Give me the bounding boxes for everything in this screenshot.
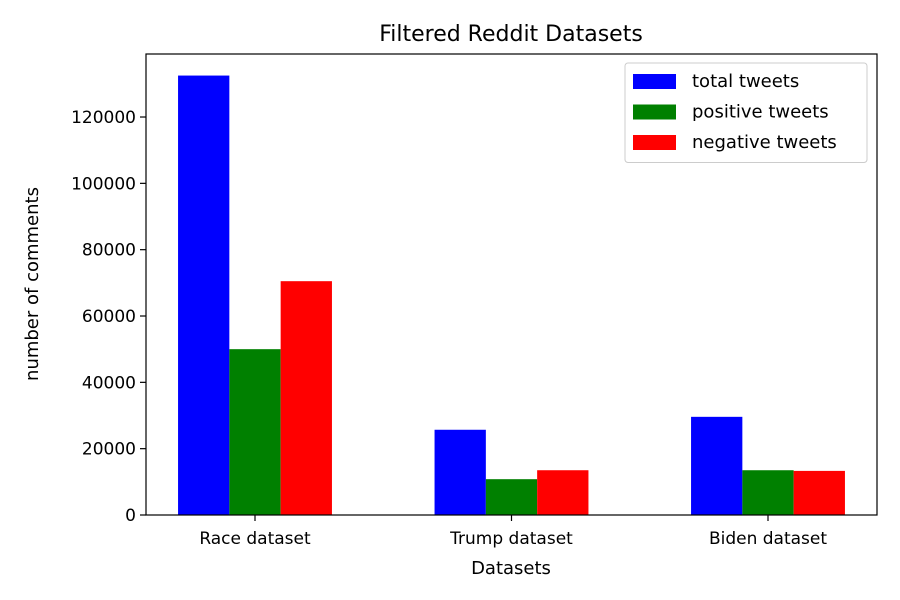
legend-label: total tweets (692, 71, 799, 92)
legend-label: positive tweets (692, 102, 829, 123)
chart-title: Filtered Reddit Datasets (379, 22, 643, 47)
bar (793, 470, 845, 515)
bar (691, 416, 743, 515)
plot-area: 0 20000 40000 60000 80000 100000 120000 Race da… (71, 53, 878, 549)
legend-swatch (633, 74, 676, 89)
bar (229, 349, 281, 515)
legend: total tweets positive tweets negative twee… (624, 62, 868, 163)
y-tick-label: 80000 (82, 241, 136, 261)
y-axis-label: number of comments (22, 187, 43, 381)
x-tick-label: Trump dataset (449, 529, 573, 549)
y-tick-label: 100000 (71, 174, 136, 194)
bar (178, 75, 230, 515)
x-axis-label: Datasets (471, 558, 551, 579)
legend-box (624, 62, 868, 163)
bar (434, 429, 486, 515)
bar (537, 470, 589, 515)
x-tick-label: Race dataset (199, 529, 311, 549)
y-tick-label: 20000 (82, 440, 136, 460)
y-tick-label: 0 (125, 506, 136, 526)
y-tick-label: 60000 (82, 307, 136, 327)
legend-swatch (633, 135, 676, 150)
bar (742, 470, 794, 515)
y-tick-label: 40000 (82, 373, 136, 393)
bar (485, 479, 538, 515)
legend-swatch (633, 104, 676, 120)
x-tick-label: Biden dataset (709, 529, 827, 549)
bar (280, 281, 332, 515)
legend-label: negative tweets (692, 132, 837, 153)
y-tick-label: 120000 (71, 108, 136, 128)
